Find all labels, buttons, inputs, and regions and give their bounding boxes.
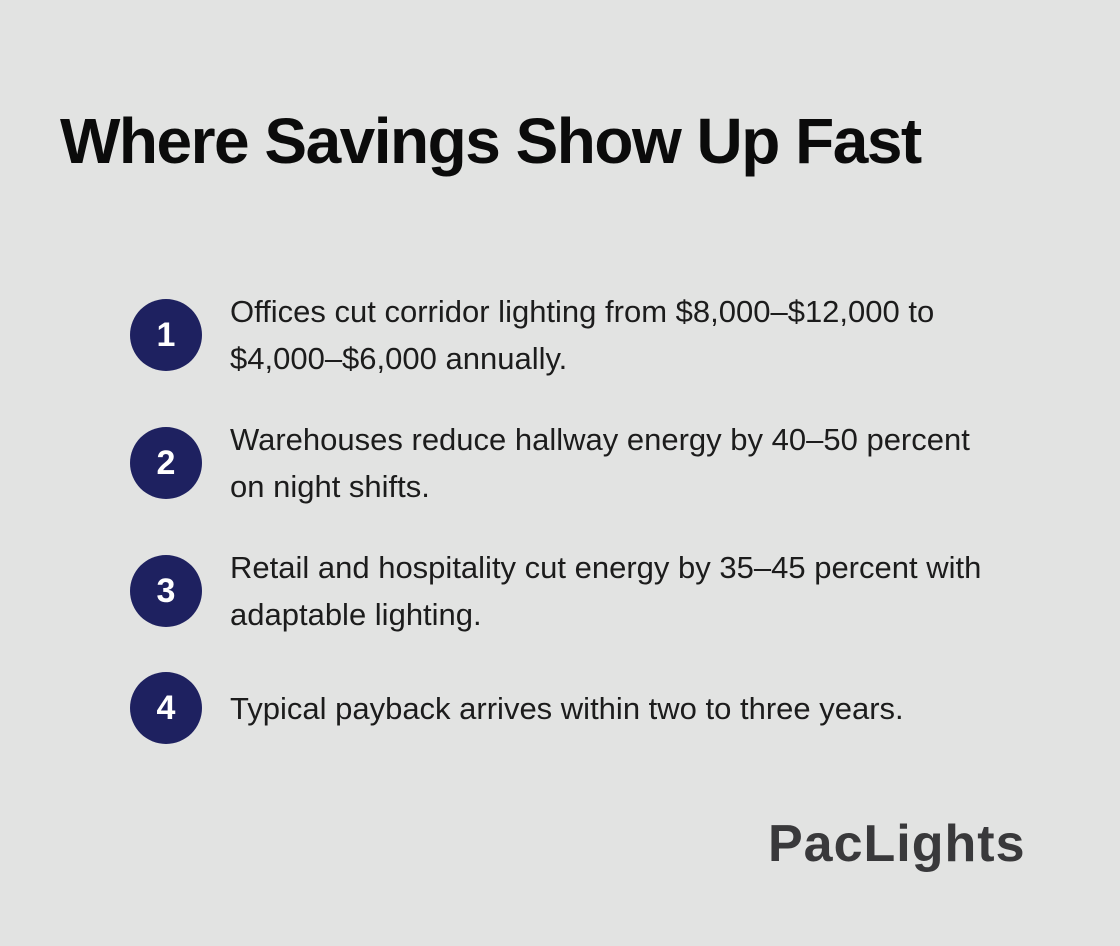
item-text-line: Warehouses reduce hallway energy by 40–5… bbox=[230, 422, 970, 457]
item-number-badge: 1 bbox=[130, 299, 202, 371]
list-item-1: 1 Offices cut corridor lighting from $8,… bbox=[130, 288, 1050, 382]
item-text: Typical payback arrives within two to th… bbox=[230, 685, 904, 732]
item-number-badge: 2 bbox=[130, 427, 202, 499]
list-item-3: 3 Retail and hospitality cut energy by 3… bbox=[130, 544, 1050, 638]
item-text-line: on night shifts. bbox=[230, 469, 430, 504]
paclights-logo: PacLights bbox=[768, 815, 1026, 873]
list-item-4: 4 Typical payback arrives within two to … bbox=[130, 672, 1050, 744]
item-text-line: $4,000–$6,000 annually. bbox=[230, 341, 568, 376]
item-text-line: Offices cut corridor lighting from $8,00… bbox=[230, 294, 935, 329]
item-text: Warehouses reduce hallway energy by 40–5… bbox=[230, 416, 970, 510]
item-number-badge: 3 bbox=[130, 555, 202, 627]
item-text-line: Retail and hospitality cut energy by 35–… bbox=[230, 550, 982, 585]
item-text-line: Typical payback arrives within two to th… bbox=[230, 690, 904, 726]
item-text: Retail and hospitality cut energy by 35–… bbox=[230, 544, 981, 638]
item-number-badge: 4 bbox=[130, 672, 202, 744]
item-text-line: adaptable lighting. bbox=[230, 597, 482, 632]
page-title: Where Savings Show Up Fast bbox=[60, 105, 922, 177]
savings-list: 1 Offices cut corridor lighting from $8,… bbox=[130, 288, 1050, 778]
list-item-2: 2 Warehouses reduce hallway energy by 40… bbox=[130, 416, 1050, 510]
item-text: Offices cut corridor lighting from $8,00… bbox=[230, 288, 934, 382]
